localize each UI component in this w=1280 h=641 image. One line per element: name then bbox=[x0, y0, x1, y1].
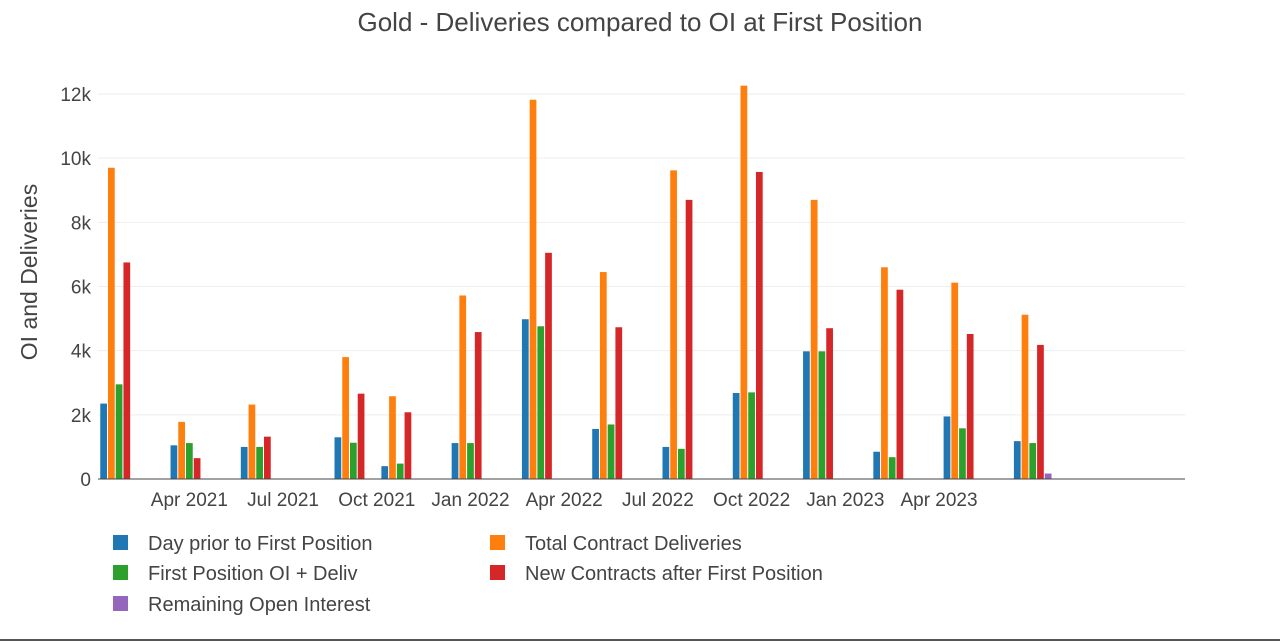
legend[interactable]: Day prior to First Position Total Contrac… bbox=[113, 533, 823, 616]
x-axis-ticks: Apr 2021 Jul 2021 Oct 2021 Jan 2022 Apr 2022… bbox=[151, 490, 978, 511]
bar bbox=[404, 412, 412, 479]
legend-item[interactable]: New Contracts after First Position bbox=[490, 563, 823, 585]
bar bbox=[537, 326, 545, 479]
legend-label: Day prior to First Position bbox=[148, 533, 373, 555]
x-tick-label: Jan 2023 bbox=[806, 490, 884, 511]
x-tick-label: Apr 2022 bbox=[526, 490, 603, 511]
y-tick-label: 8k bbox=[71, 213, 92, 234]
bar bbox=[959, 428, 966, 479]
bar bbox=[1013, 441, 1021, 479]
bar bbox=[732, 393, 740, 479]
bar bbox=[1037, 344, 1044, 479]
bar bbox=[873, 451, 881, 479]
bar bbox=[474, 332, 482, 479]
bar bbox=[264, 436, 271, 479]
bar bbox=[670, 170, 677, 480]
legend-label: First Position OI + Deliv bbox=[148, 563, 358, 585]
legend-swatch bbox=[490, 565, 505, 580]
bar bbox=[881, 267, 888, 479]
y-tick-label: 0 bbox=[80, 470, 91, 491]
bar bbox=[100, 403, 107, 479]
bar bbox=[896, 289, 904, 479]
x-tick-label: Jul 2021 bbox=[247, 490, 319, 511]
bar bbox=[256, 446, 264, 479]
y-tick-label: 4k bbox=[71, 342, 92, 363]
legend-item[interactable]: Total Contract Deliveries bbox=[490, 533, 742, 555]
bar bbox=[178, 421, 185, 479]
bar bbox=[459, 295, 467, 479]
bar bbox=[943, 416, 951, 479]
bar bbox=[951, 282, 959, 479]
bar bbox=[755, 171, 763, 479]
bar bbox=[248, 404, 256, 479]
bar bbox=[115, 384, 123, 479]
bar bbox=[467, 443, 474, 479]
legend-label: New Contracts after First Position bbox=[525, 563, 823, 585]
bar bbox=[342, 357, 349, 479]
y-tick-label: 12k bbox=[60, 85, 91, 106]
y-tick-label: 6k bbox=[71, 278, 92, 299]
bar bbox=[1044, 473, 1052, 479]
legend-label: Total Contract Deliveries bbox=[525, 533, 742, 555]
chart-title: Gold - Deliveries compared to OI at Firs… bbox=[358, 7, 923, 37]
bar bbox=[529, 99, 537, 480]
y-tick-label: 2k bbox=[71, 406, 92, 427]
bar bbox=[1029, 443, 1037, 479]
bar bbox=[685, 199, 693, 480]
legend-item[interactable]: Day prior to First Position bbox=[113, 533, 373, 555]
x-tick-label: Jul 2022 bbox=[622, 490, 694, 511]
legend-swatch bbox=[490, 535, 505, 550]
bottom-divider bbox=[0, 639, 1280, 641]
bar bbox=[607, 424, 615, 479]
bar bbox=[334, 437, 342, 479]
bar bbox=[662, 446, 670, 479]
bar bbox=[521, 319, 529, 479]
bar bbox=[599, 272, 607, 479]
bar bbox=[810, 199, 818, 480]
bar bbox=[748, 392, 755, 480]
bar bbox=[240, 446, 248, 479]
y-tick-label: 10k bbox=[60, 149, 91, 170]
bar bbox=[966, 333, 974, 479]
legend-swatch bbox=[113, 596, 128, 611]
x-tick-label: Oct 2022 bbox=[713, 490, 790, 511]
bar bbox=[170, 445, 178, 479]
bar bbox=[357, 393, 365, 479]
bar bbox=[545, 252, 552, 479]
bar bbox=[396, 463, 404, 479]
bar bbox=[888, 457, 896, 479]
x-tick-label: Oct 2021 bbox=[338, 490, 415, 511]
bar bbox=[451, 443, 459, 479]
x-tick-label: Jan 2022 bbox=[431, 490, 509, 511]
legend-swatch bbox=[113, 565, 128, 580]
bar bbox=[826, 328, 833, 479]
bar bbox=[123, 262, 131, 479]
legend-label: Remaining Open Interest bbox=[148, 594, 371, 616]
gridlines bbox=[98, 93, 1185, 416]
bar bbox=[1021, 314, 1029, 479]
bar bbox=[107, 167, 115, 480]
bar bbox=[818, 351, 826, 479]
bar bbox=[803, 351, 810, 479]
bar bbox=[389, 396, 396, 479]
legend-item[interactable]: Remaining Open Interest bbox=[113, 594, 371, 616]
bar bbox=[186, 443, 193, 479]
bar bbox=[193, 458, 201, 479]
bar bbox=[677, 448, 685, 479]
x-tick-label: Apr 2021 bbox=[151, 490, 228, 511]
y-axis-label: OI and Deliveries bbox=[16, 184, 42, 360]
legend-swatch bbox=[113, 535, 128, 550]
bar bbox=[615, 327, 623, 479]
bars bbox=[100, 85, 1052, 480]
legend-item[interactable]: First Position OI + Deliv bbox=[113, 563, 358, 585]
bar bbox=[349, 442, 357, 479]
bar bbox=[381, 466, 389, 479]
x-tick-label: Apr 2023 bbox=[900, 490, 977, 511]
bar bbox=[592, 428, 599, 479]
y-axis-ticks: 0 2k 4k 6k 8k 10k 12k bbox=[60, 85, 91, 491]
bar bbox=[740, 85, 748, 479]
